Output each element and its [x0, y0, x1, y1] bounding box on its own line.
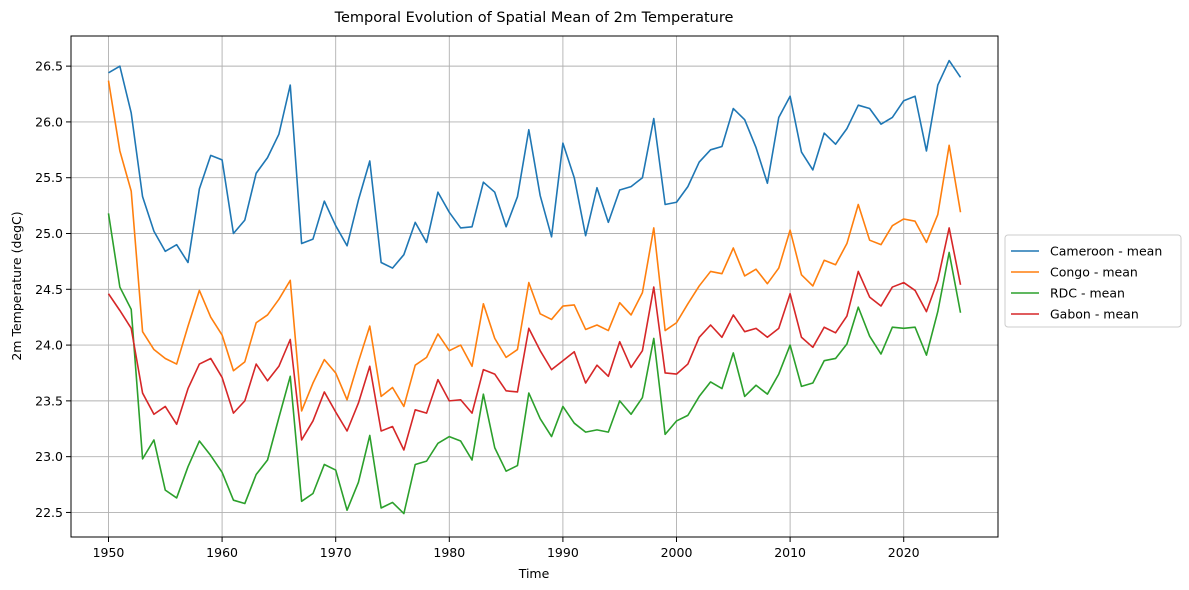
- grid-layer: [71, 36, 998, 537]
- legend-entry: Congo - mean: [1050, 265, 1138, 280]
- y-tick-label: 23.5: [35, 393, 63, 408]
- series-line-2: [107, 80, 962, 412]
- series-line-1: [108, 59, 962, 269]
- y-tick-label: 25.0: [35, 226, 63, 241]
- y-tick-label: 24.5: [35, 282, 63, 297]
- legend-entry: Cameroon - mean: [1050, 244, 1162, 259]
- legend-entry: Gabon - mean: [1050, 307, 1139, 322]
- y-tick-label: 26.0: [35, 114, 63, 129]
- x-axis-label: Time: [518, 566, 550, 581]
- x-tick-label: 1950: [93, 545, 125, 560]
- y-axis-label: 2m Temperature (degC): [9, 211, 24, 360]
- x-axis: 1950 1960 1970 1980 1990 2000 2010 2020: [93, 537, 920, 560]
- x-tick-label: 1970: [320, 545, 352, 560]
- y-axis: 22.5 23.0 23.5 24.0 24.5 25.0 25.5 26.0 26.5: [35, 59, 71, 520]
- series-line-4: [107, 227, 962, 451]
- chart-title: Temporal Evolution of Spatial Mean of 2m…: [334, 10, 734, 26]
- y-tick-label: 24.0: [35, 338, 63, 353]
- x-tick-label: 1960: [206, 545, 238, 560]
- x-tick-label: 1980: [433, 545, 465, 560]
- legend-box: [1004, 234, 1182, 328]
- x-tick-label: 2010: [774, 545, 806, 560]
- x-tick-label: 2020: [888, 545, 920, 560]
- y-tick-label: 25.5: [35, 170, 63, 185]
- y-tick-label: 22.5: [35, 505, 63, 520]
- series-layer: [107, 59, 962, 515]
- y-tick-label: 23.0: [35, 449, 63, 464]
- y-tick-label: 26.5: [35, 59, 63, 74]
- plot-frame: [70, 35, 999, 538]
- series-line-3: [107, 213, 962, 515]
- legend: Cameroon - mean Congo - mean RDC - mean Gab…: [1004, 234, 1182, 328]
- x-tick-label: 1990: [547, 545, 579, 560]
- legend-entry: RDC - mean: [1050, 286, 1125, 301]
- x-tick-label: 2000: [661, 545, 693, 560]
